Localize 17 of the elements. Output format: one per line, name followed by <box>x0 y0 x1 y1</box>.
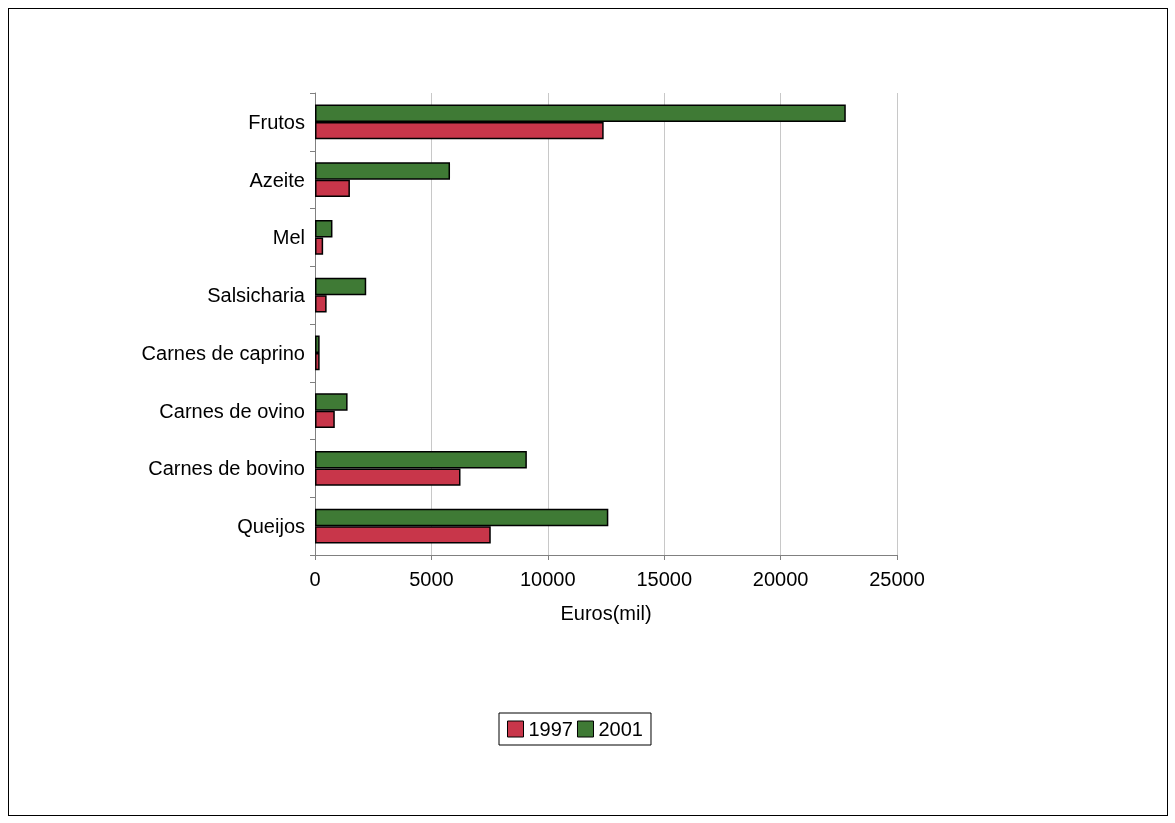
y-tick-label: Azeite <box>249 168 305 191</box>
x-tick-label: 15000 <box>636 568 693 590</box>
y-tick-label: Carnes de bovino <box>148 457 305 480</box>
x-tick-label: 5000 <box>409 568 454 590</box>
y-tick-label: Mel <box>272 226 305 249</box>
x-tick-label: 10000 <box>519 568 576 590</box>
x-tick-label: 0 <box>309 568 321 590</box>
x-axis-title: Euros(mil) <box>560 602 652 624</box>
legend-label: 2001 <box>598 718 643 740</box>
x-tick-label: 25000 <box>869 568 925 590</box>
y-tick-label: Queijos <box>237 515 305 538</box>
x-tick-label: 20000 <box>752 568 809 590</box>
y-tick-label: Carnes de ovino <box>159 399 305 422</box>
y-tick-label: Salsicharia <box>207 284 306 307</box>
legend-label: 1997 <box>528 718 573 740</box>
y-tick-label: Carnes de caprino <box>141 341 305 364</box>
y-tick-label: Frutos <box>248 110 305 133</box>
